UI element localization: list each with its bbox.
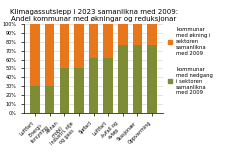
Bar: [118, 24, 128, 45]
Bar: [74, 24, 84, 68]
Bar: [147, 45, 157, 113]
Bar: [60, 24, 69, 68]
Bar: [74, 68, 84, 113]
Legend: kommunar
med økning i
sektoren
samanlikna
med 2009, kommunar
med nedgang
i sekto: kommunar med økning i sektoren samanlikn…: [167, 27, 214, 96]
Bar: [45, 86, 54, 113]
Bar: [103, 58, 113, 113]
Bar: [30, 24, 40, 86]
Bar: [133, 45, 142, 113]
Title: Klimagassutslepp i 2023 samanlikna med 2009:
Andel kommunar med økningar og redu: Klimagassutslepp i 2023 samanlikna med 2…: [10, 9, 178, 22]
Bar: [118, 45, 128, 113]
Bar: [60, 68, 69, 113]
Bar: [133, 24, 142, 45]
Bar: [89, 58, 98, 113]
Bar: [30, 86, 40, 113]
Bar: [45, 24, 54, 86]
Bar: [89, 24, 98, 58]
Bar: [147, 24, 157, 45]
Bar: [103, 24, 113, 58]
